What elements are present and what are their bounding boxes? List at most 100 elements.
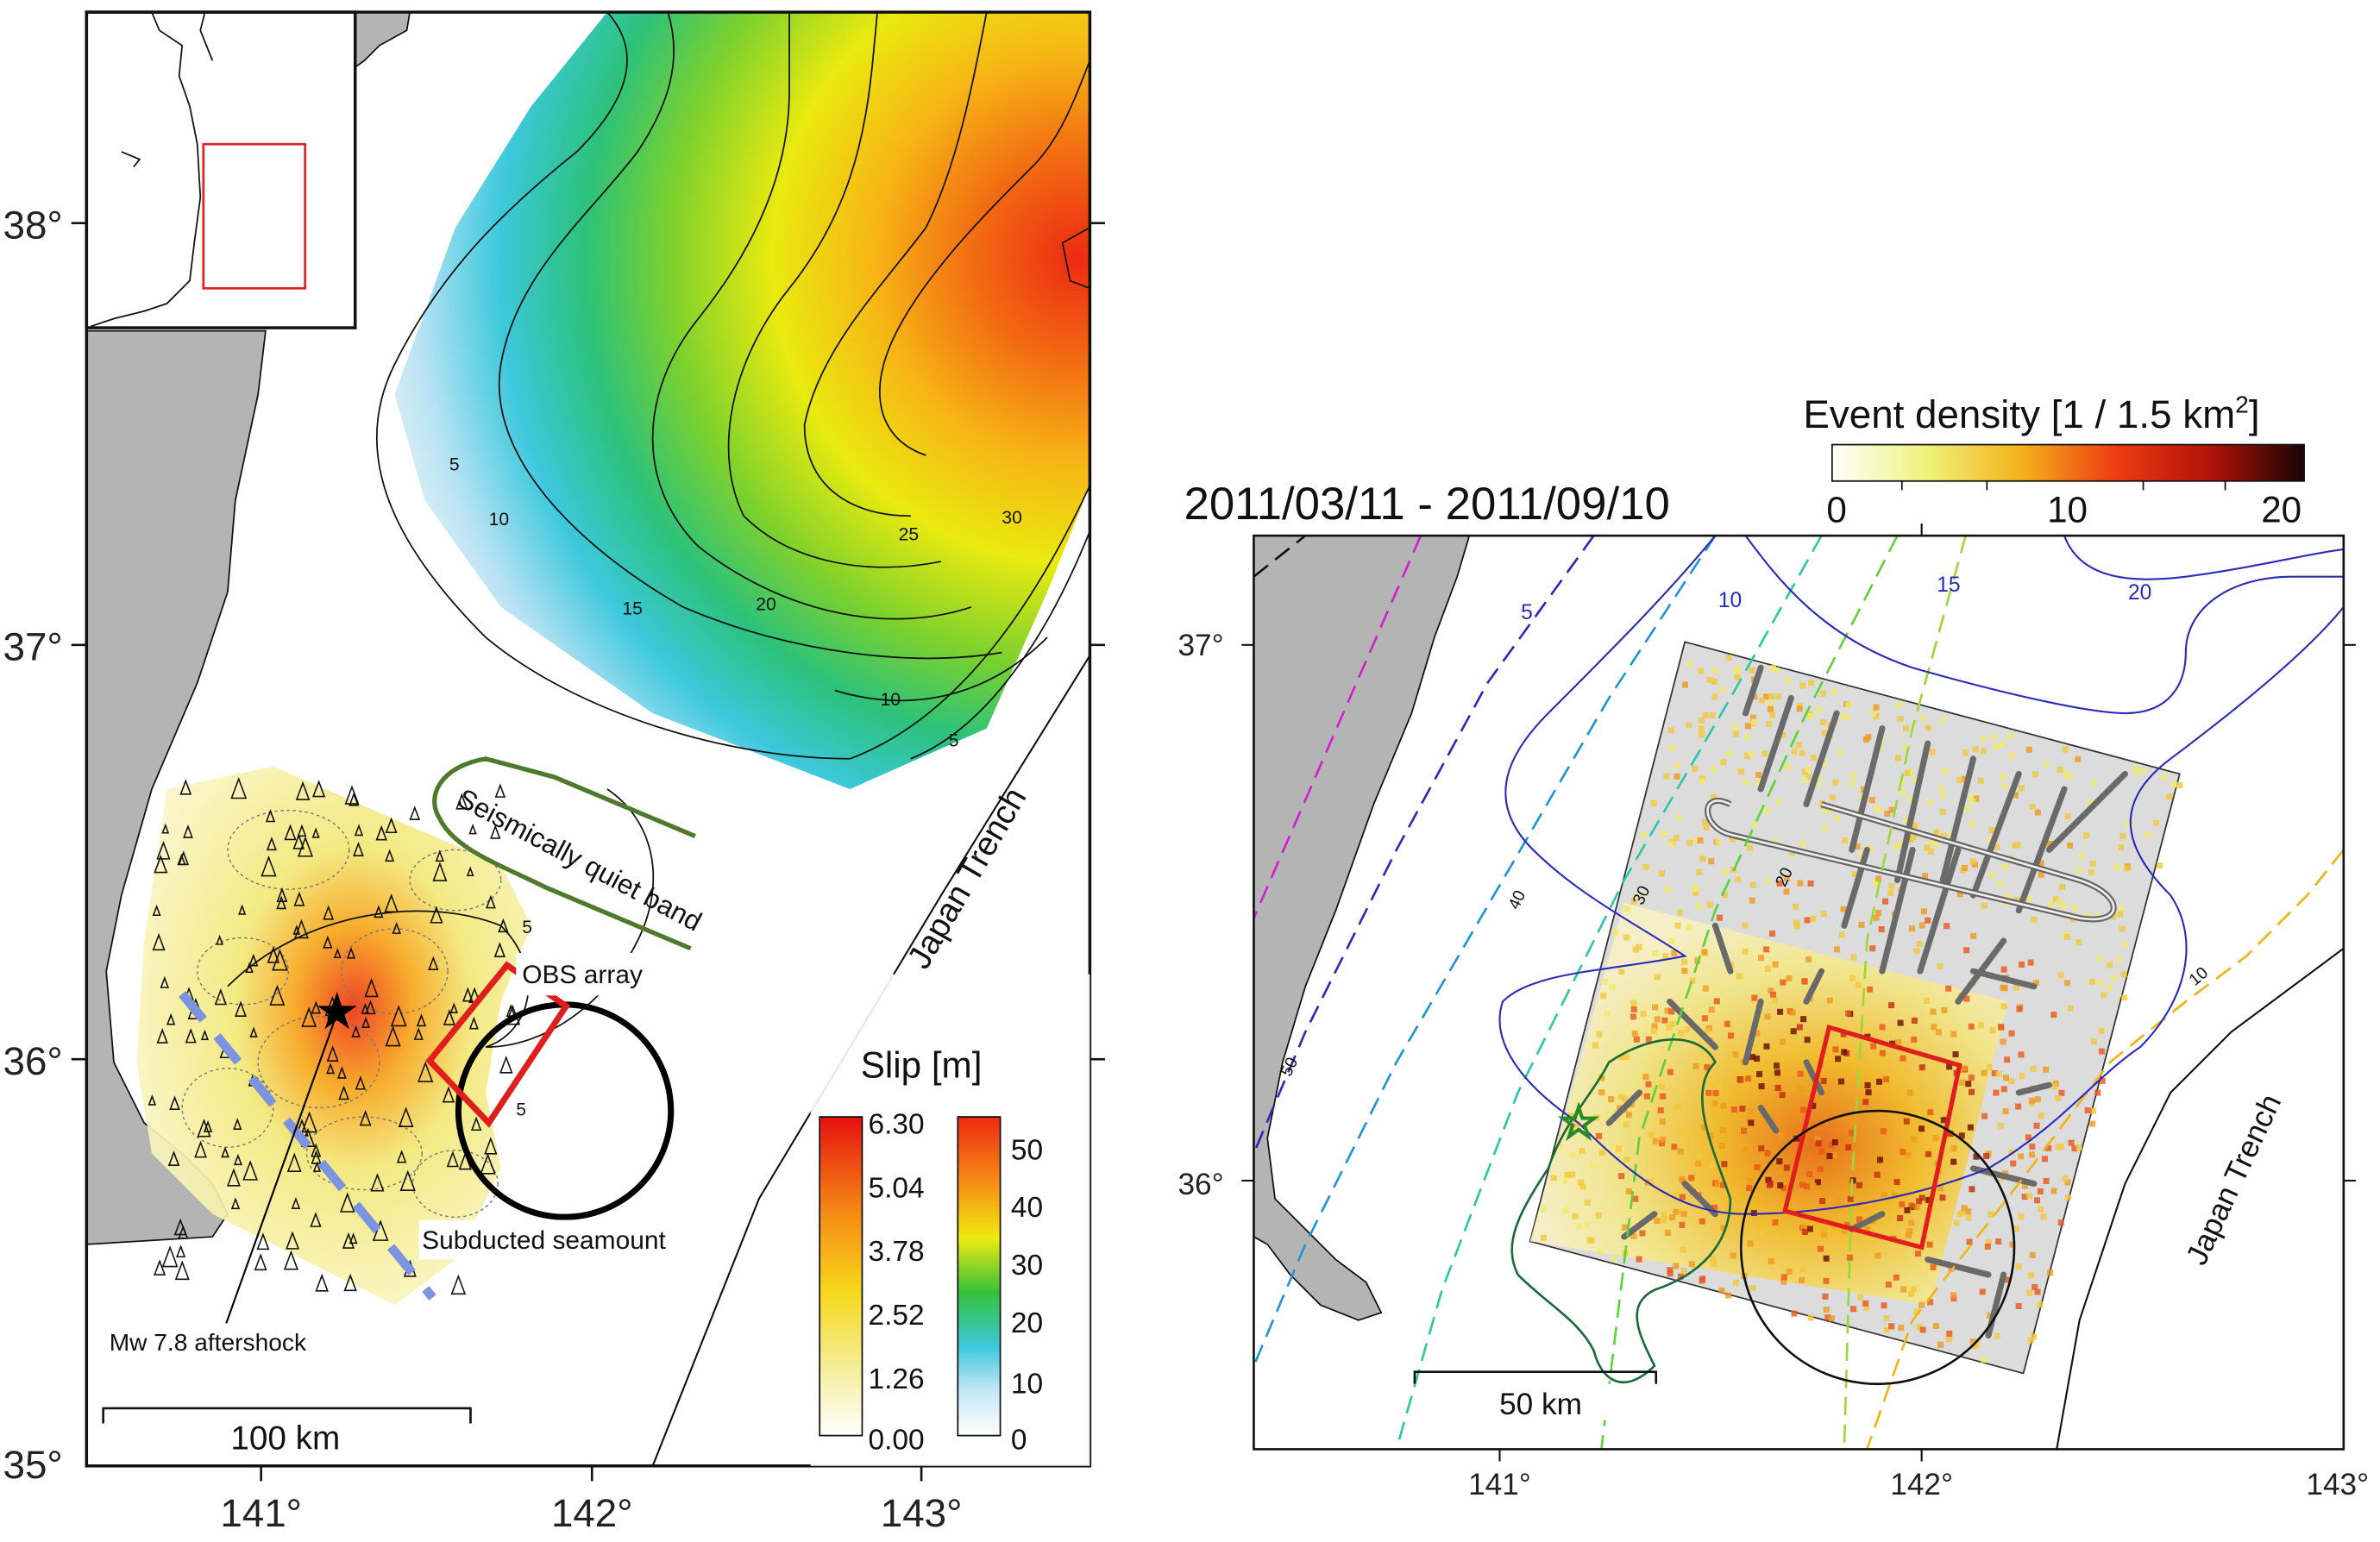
- density-cell: [2071, 904, 2078, 911]
- density-cell: [1643, 1093, 1650, 1100]
- density-cell: [1774, 1069, 1780, 1076]
- density-cell: [1924, 844, 1931, 851]
- lat-tick-right: 37°: [1177, 629, 1223, 662]
- density-cell: [1661, 1212, 1667, 1219]
- density-cell: [1593, 1114, 1600, 1121]
- density-cell: [2111, 975, 2118, 981]
- density-cell: [2050, 1012, 2057, 1019]
- density-cell: [1895, 755, 1902, 762]
- density-cell: [1780, 1185, 1787, 1192]
- slip-arrow: [484, 1137, 498, 1155]
- density-cell: [1732, 1051, 1739, 1058]
- density-cell: [2075, 755, 2082, 762]
- density-cell: [1939, 717, 1946, 724]
- slip-arrow: [354, 824, 364, 837]
- density-cell: [1630, 1006, 1637, 1012]
- density-cell: [1994, 1332, 2000, 1339]
- epicenter-star-icon: ★: [314, 981, 361, 1042]
- density-cell: [2153, 819, 2160, 826]
- density-cell: [1714, 1181, 1721, 1188]
- obs-array-label-left: OBS array: [522, 961, 643, 989]
- density-cell: [2058, 1089, 2065, 1096]
- density-cell: [2083, 832, 2090, 839]
- slip-arrow: [297, 836, 314, 857]
- lon-tick-right: 141°: [1468, 1468, 1531, 1501]
- density-cell: [1884, 811, 1891, 818]
- density-cell: [2038, 860, 2044, 867]
- lineation-bar: [2015, 1081, 2052, 1096]
- density-cell: [1579, 1183, 1586, 1190]
- density-cell: [1705, 1025, 1712, 1031]
- density-cell: [2032, 980, 2039, 987]
- slip-arrow: [233, 1153, 242, 1166]
- density-cell: [1913, 947, 1920, 954]
- density-cell: [1868, 797, 1875, 804]
- density-cell: [1845, 1144, 1852, 1150]
- density-cell: [1834, 816, 1841, 823]
- density-cell: [1829, 794, 1836, 801]
- density-cell: [1937, 962, 1944, 969]
- density-cell: [1908, 1202, 1915, 1209]
- density-cell: [1963, 947, 1970, 954]
- density-cell: [1730, 1252, 1736, 1259]
- density-cell: [2171, 781, 2178, 788]
- density-cell: [2099, 1077, 2106, 1084]
- slip-arrow: [174, 1260, 190, 1281]
- slip-arrow: [154, 1259, 166, 1276]
- density-cell: [1668, 937, 1675, 945]
- density-cell: [1709, 711, 1716, 718]
- density-cell: [2016, 1006, 2023, 1012]
- lineation-bar: [1681, 1180, 1718, 1218]
- density-cell: [2057, 766, 2063, 773]
- density-cell: [2075, 939, 2082, 946]
- density-cell: [1780, 731, 1787, 738]
- density-cell: [1686, 661, 1693, 668]
- density-cell: [2055, 1144, 2062, 1150]
- density-cell: [1626, 1112, 1633, 1119]
- density-cell: [1879, 1050, 1886, 1056]
- density-cell: [1909, 925, 1916, 932]
- density-cell: [1831, 687, 1837, 694]
- slip-arrow: [370, 1173, 385, 1192]
- density-cell: [1783, 1164, 1790, 1171]
- slip-tick-right: 30: [1011, 1250, 1043, 1282]
- slab-depth-contour: [1253, 536, 1595, 1154]
- lon-tick-left: 143°: [881, 1491, 963, 1535]
- density-cell: [1879, 1024, 1886, 1031]
- density-cell: [2047, 840, 2054, 847]
- density-cell: [1747, 1177, 1754, 1184]
- density-cell: [2034, 1197, 2041, 1204]
- density-cell: [1963, 805, 1970, 812]
- density-cell: [1965, 1081, 1972, 1088]
- lineation-bar: [1605, 1089, 1642, 1126]
- density-cell: [1699, 856, 1706, 862]
- density-cell: [1674, 773, 1680, 780]
- density-cell: [1758, 697, 1765, 704]
- slip-arrow: [161, 823, 170, 834]
- density-cell: [1780, 1038, 1787, 1045]
- density-cell: [1804, 917, 1811, 924]
- density-cell: [1806, 1170, 1813, 1178]
- density-cell: [1769, 711, 1776, 718]
- lineation-bar: [1893, 740, 1931, 884]
- density-cell: [1750, 1210, 1757, 1217]
- density-cell: [1956, 776, 1963, 783]
- density-cell: [1674, 762, 1680, 769]
- density-cell: [2047, 1269, 2054, 1276]
- density-cell: [1688, 1261, 1695, 1268]
- density-cell: [1930, 1008, 1937, 1015]
- density-cell: [2018, 785, 2025, 792]
- slip-arrow: [468, 1016, 479, 1030]
- density-cell: [1768, 700, 1774, 707]
- density-cell: [1817, 1245, 1824, 1252]
- slip-arrow: [292, 833, 305, 849]
- density-cell: [2028, 1151, 2035, 1158]
- density-cell: [2050, 1083, 2057, 1090]
- density-cell: [1900, 1149, 1906, 1156]
- density-cell: [1979, 1288, 1986, 1295]
- aftershock-slip-contour-right: [1510, 1038, 1732, 1384]
- density-cell: [1707, 1132, 1714, 1139]
- density-cell: [2013, 897, 2020, 904]
- density-cell: [2075, 1144, 2082, 1150]
- density-cell: [1654, 1218, 1661, 1225]
